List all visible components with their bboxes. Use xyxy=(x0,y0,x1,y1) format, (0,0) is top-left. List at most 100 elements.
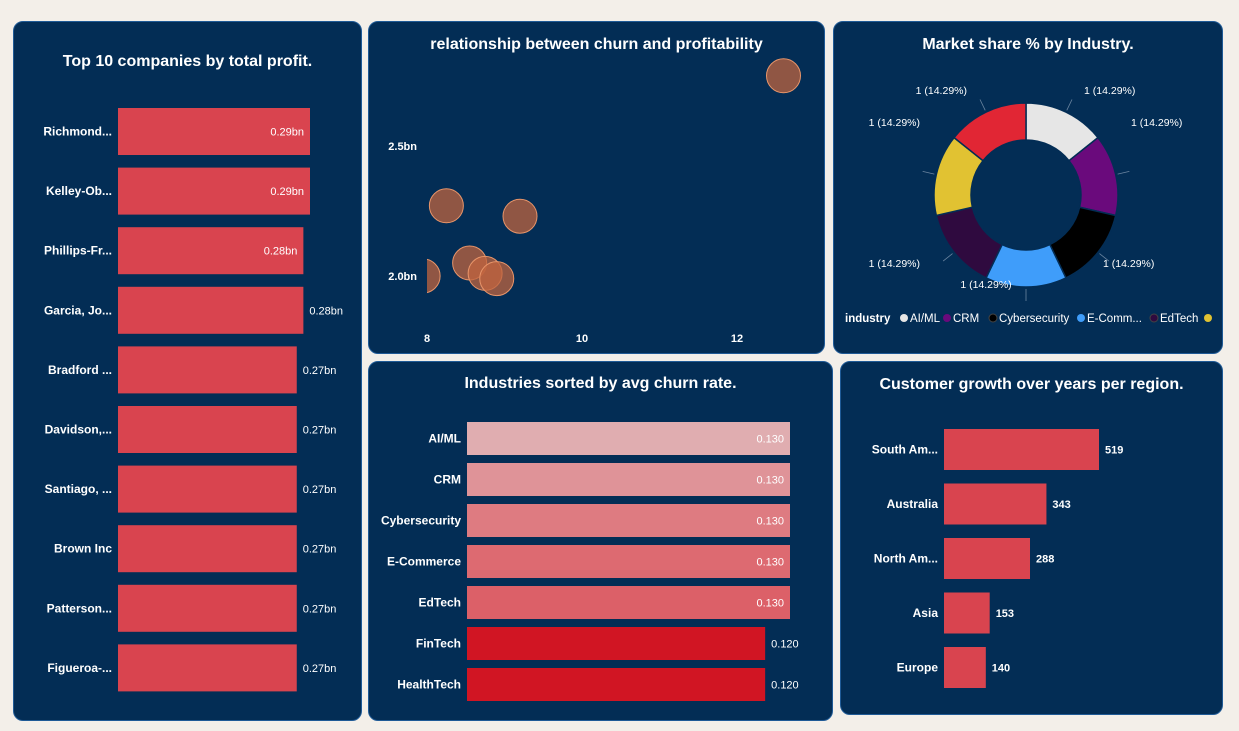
legend-marker xyxy=(1204,314,1212,322)
slice-label: 1 (14.29%) xyxy=(1131,117,1182,129)
bar xyxy=(118,644,297,692)
data-label: 343 xyxy=(1052,499,1070,511)
category-label: E-Commerce xyxy=(387,555,461,569)
category-label: HealthTech xyxy=(397,678,461,692)
bar xyxy=(118,525,297,573)
slice-label: 1 (14.29%) xyxy=(1103,258,1154,270)
data-label: 0.130 xyxy=(756,598,784,610)
bar xyxy=(118,286,304,334)
data-label: 0.120 xyxy=(771,639,799,651)
bar xyxy=(118,167,310,215)
slice-label: 1 (14.29%) xyxy=(1084,85,1135,97)
bar xyxy=(118,584,297,632)
market-share-chart: 1 (14.29%) 1 (14.29%) 1 (14.29%) 1 (14.29%)… xyxy=(845,85,1212,325)
bar xyxy=(944,429,1099,470)
bar xyxy=(467,545,790,578)
legend-entry: Cybersecurity xyxy=(999,313,1070,325)
customer-growth-card: Customer growth over years per region. S… xyxy=(840,361,1223,715)
category-label: North Am... xyxy=(874,552,938,566)
y-tick-label: 2.5bn xyxy=(388,141,417,153)
scatter-point xyxy=(428,188,464,224)
leader-line xyxy=(942,253,953,262)
bar xyxy=(118,406,297,453)
data-label: 0.27bn xyxy=(303,484,337,496)
bar xyxy=(118,346,297,394)
data-label: 0.28bn xyxy=(264,246,298,258)
bar xyxy=(467,463,790,496)
bar xyxy=(944,483,1047,525)
bar xyxy=(944,538,1031,579)
category-label: Garcia, Jo... xyxy=(44,303,112,317)
legend-entry: E-Comm... xyxy=(1087,313,1142,325)
data-label: 0.130 xyxy=(756,516,784,528)
data-label: 0.130 xyxy=(756,475,784,487)
category-label: Bradford ... xyxy=(48,363,112,377)
data-label: 0.27bn xyxy=(303,425,337,437)
data-label: 0.29bn xyxy=(270,186,304,198)
bar xyxy=(467,586,790,619)
scatter-point xyxy=(766,58,801,94)
leader-line xyxy=(979,99,986,111)
data-label: 0.27bn xyxy=(303,663,337,675)
legend-marker xyxy=(900,314,908,322)
slice-label: 1 (14.29%) xyxy=(960,279,1011,291)
category-label: Patterson... xyxy=(47,601,112,615)
category-label: FinTech xyxy=(416,637,461,651)
y-tick-label: 2.0bn xyxy=(388,271,417,283)
churn-profit-title: relationship between churn and profitabi… xyxy=(430,36,763,53)
data-label: 0.130 xyxy=(756,557,784,569)
category-label: Phillips-Fr... xyxy=(44,244,112,258)
top-companies-chart: Richmond... 0.29bn Kelley-Ob... 0.29bn Phill… xyxy=(43,108,343,692)
bar xyxy=(944,592,990,634)
bar xyxy=(118,465,297,513)
donut-slice xyxy=(953,102,1027,162)
slice-label: 1 (14.29%) xyxy=(916,85,967,97)
category-label: Davidson,... xyxy=(45,423,112,437)
market-share-title: Market share % by Industry. xyxy=(922,36,1134,53)
scatter-point xyxy=(479,261,515,297)
churn-industry-card: Industries sorted by avg churn rate. AI/… xyxy=(368,361,833,721)
scatter-points xyxy=(427,58,801,297)
churn-industry-title: Industries sorted by avg churn rate. xyxy=(464,375,737,392)
top-companies-card: Top 10 companies by total profit. Richmo… xyxy=(13,21,362,721)
bar xyxy=(467,504,790,537)
data-label: 0.29bn xyxy=(270,127,304,139)
legend-entry: CRM xyxy=(953,313,979,325)
category-label: EdTech xyxy=(419,596,461,610)
category-label: Cybersecurity xyxy=(381,514,461,528)
bar xyxy=(467,668,766,701)
customer-growth-chart: South Am... 519 Australia 343 North Am... 288… xyxy=(872,429,1123,688)
slice-label: 1 (14.29%) xyxy=(869,258,920,270)
churn-profit-card: relationship between churn and profitabi… xyxy=(368,21,825,354)
customer-growth-title: Customer growth over years per region. xyxy=(879,376,1184,393)
churn-industry-chart: AI/ML 0.130 CRM 0.130 Cybersecurity 0.130 E-Co… xyxy=(381,422,799,701)
data-label: 0.130 xyxy=(756,434,784,446)
market-share-card: Market share % by Industry. 1 (14.29%) 1 … xyxy=(833,21,1223,354)
data-label: 0.28bn xyxy=(309,305,343,317)
data-label: 0.27bn xyxy=(303,365,337,377)
scatter-point xyxy=(502,198,538,234)
category-label: Richmond... xyxy=(43,125,112,139)
data-label: 153 xyxy=(996,608,1014,620)
category-label: Brown Inc xyxy=(54,542,112,556)
category-label: Asia xyxy=(913,606,939,620)
category-label: Kelley-Ob... xyxy=(46,184,112,198)
bar xyxy=(467,627,766,660)
category-label: Europe xyxy=(897,661,939,675)
bar xyxy=(118,108,310,155)
top-companies-title: Top 10 companies by total profit. xyxy=(62,53,313,70)
bar xyxy=(118,227,304,275)
legend-title: industry xyxy=(845,313,891,325)
bar xyxy=(944,647,986,688)
bar xyxy=(467,422,790,455)
scatter-point xyxy=(427,258,441,294)
category-label: Figueroa-... xyxy=(47,661,112,675)
leader-line xyxy=(1117,171,1130,175)
category-label: Santiago, ... xyxy=(45,482,112,496)
data-label: 0.120 xyxy=(771,680,799,692)
leader-line xyxy=(1066,99,1073,111)
legend-entry: AI/ML xyxy=(910,313,941,325)
data-label: 0.27bn xyxy=(303,603,337,615)
x-tick-label: 10 xyxy=(576,333,588,345)
slice-label: 1 (14.29%) xyxy=(869,117,920,129)
